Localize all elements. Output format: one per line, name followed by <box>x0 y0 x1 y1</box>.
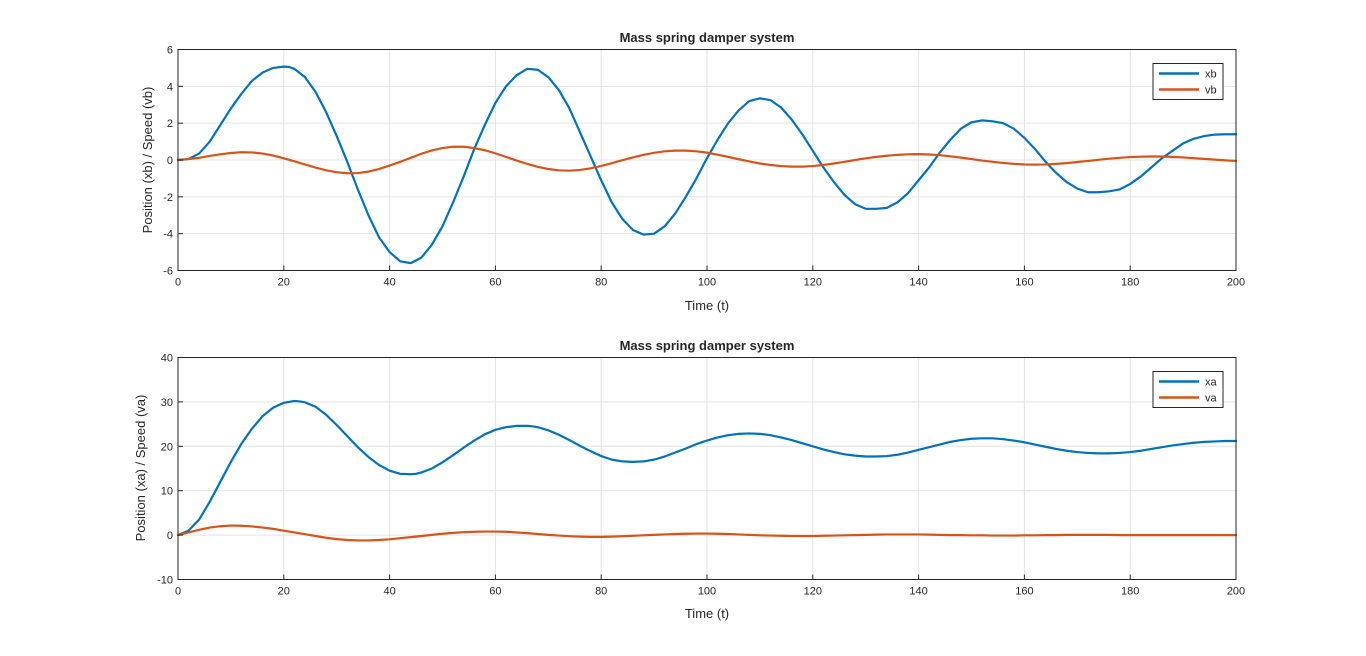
x-tick-label: 120 <box>804 586 822 598</box>
x-tick-label: 20 <box>278 586 290 598</box>
ticks-top: 0 20 40 60 80 100 120 140 160 180 200 -6 -4 -2 0 2 4 6 <box>163 45 1245 289</box>
x-tick-label: 40 <box>383 277 395 289</box>
y-tick-label: 0 <box>167 530 173 542</box>
x-tick-label: 100 <box>698 277 716 289</box>
legend-top-label-vb: vb <box>1205 85 1217 97</box>
axes-bottom-title: Mass spring damper system <box>620 338 795 353</box>
legend-bottom-box <box>1152 371 1224 408</box>
y-tick-label: -2 <box>163 192 173 204</box>
x-tick-label: 60 <box>489 277 501 289</box>
x-tick-label: 180 <box>1121 277 1139 289</box>
y-tick-label: 40 <box>161 353 173 365</box>
x-tick-label: 40 <box>383 586 395 598</box>
series-line-xa[interactable] <box>176 399 1238 537</box>
legend-bottom-label-va: va <box>1205 393 1218 405</box>
y-tick-label: 0 <box>167 155 173 167</box>
y-tick-label: -4 <box>163 229 173 241</box>
series-line-va[interactable] <box>176 524 1238 542</box>
grid-bottom <box>177 357 1237 580</box>
axes-top-xlabel: Time (t) <box>685 298 729 313</box>
y-tick-label: 30 <box>161 397 173 409</box>
x-tick-label: 100 <box>698 586 716 598</box>
legend-top-label-xb: xb <box>1205 69 1217 81</box>
lines-top <box>176 65 1238 265</box>
axes-bottom[interactable]: 0 20 40 60 80 100 120 140 160 180 200-10010203040 … <box>133 338 1245 621</box>
x-tick-label: 120 <box>804 277 822 289</box>
x-tick-label: 200 <box>1227 277 1245 289</box>
series-line-xb[interactable] <box>176 65 1238 265</box>
legend-top-box <box>1152 63 1224 100</box>
lines-bottom <box>176 399 1238 542</box>
axes-top[interactable]: 0 20 40 60 80 100 120 140 160 180 200 -6 -4 -2 0 2 4 6 Ma… <box>140 30 1245 313</box>
x-tick-label: 160 <box>1015 277 1033 289</box>
axes-bottom-xlabel: Time (t) <box>685 606 729 621</box>
x-tick-label: 200 <box>1227 586 1245 598</box>
axes-top-title: Mass spring damper system <box>620 30 795 45</box>
x-tick-label: 160 <box>1015 586 1033 598</box>
series-line-vb[interactable] <box>176 145 1238 175</box>
y-tick-label: 4 <box>167 81 173 93</box>
x-tick-label: 140 <box>909 586 927 598</box>
x-tick-label: 80 <box>595 277 607 289</box>
y-tick-label: -10 <box>157 575 173 587</box>
y-tick-label: 2 <box>167 118 173 130</box>
x-tick-label: 140 <box>909 277 927 289</box>
y-tick-label: 6 <box>167 45 173 57</box>
axes-bottom-ylabel: Position (xa) / Speed (va) <box>133 395 148 542</box>
x-tick-label: 180 <box>1121 586 1139 598</box>
x-tick-label: 0 <box>175 586 181 598</box>
x-tick-label: 80 <box>595 586 607 598</box>
y-tick-label: -6 <box>163 266 173 278</box>
y-tick-label: 10 <box>161 486 173 498</box>
x-tick-label: 60 <box>489 586 501 598</box>
legend-bottom-label-xa: xa <box>1205 377 1218 389</box>
axes-top-ylabel: Position (xb) / Speed (vb) <box>140 87 155 234</box>
x-tick-label: 0 <box>175 277 181 289</box>
y-tick-label: 20 <box>161 441 173 453</box>
x-tick-label: 20 <box>278 277 290 289</box>
legend-bottom[interactable]: xa va <box>1152 371 1224 408</box>
legend-top[interactable]: xb vb <box>1152 63 1224 100</box>
